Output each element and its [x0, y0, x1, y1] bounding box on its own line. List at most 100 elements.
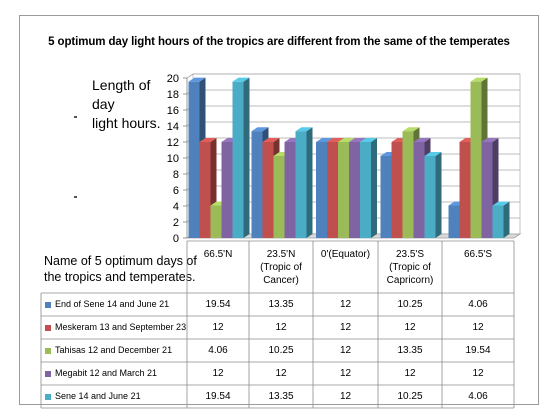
y-tick-label: 10 [167, 153, 179, 165]
bar-top [188, 77, 206, 82]
bar-top [251, 127, 269, 132]
legend-swatch [45, 394, 51, 400]
data-label: 12 [275, 368, 287, 379]
legend-swatch [45, 325, 51, 331]
legend-swatch [45, 371, 51, 377]
bar-top [338, 138, 355, 142]
bar [262, 142, 274, 238]
bar [470, 81, 482, 239]
bar-top [413, 138, 431, 142]
data-label: 19.54 [205, 391, 231, 402]
y-axis-label: Length of day light hours. [92, 76, 172, 133]
bar [221, 142, 233, 238]
bar-top [402, 127, 420, 132]
data-label: 10.25 [268, 345, 294, 356]
data-label: 12 [212, 368, 224, 379]
bar [188, 81, 200, 239]
bar [349, 142, 360, 238]
y-tick-label: 2 [173, 217, 179, 229]
bar [380, 156, 392, 238]
data-label: 10.25 [397, 391, 423, 402]
y-tick-label: 0 [173, 233, 179, 245]
legend-label: End of Sene 14 and June 21 [55, 299, 170, 309]
chart-frame [19, 15, 539, 405]
bar [481, 142, 493, 238]
data-label: 12 [275, 322, 287, 333]
data-label: 12 [339, 322, 352, 333]
legend-label: Megabit 12 and March 21 [55, 368, 158, 378]
y-tick-label: 14 [167, 121, 179, 133]
data-label: 12 [339, 345, 352, 356]
bar-top [327, 138, 344, 142]
bar-top [199, 138, 217, 142]
bar-side [503, 201, 510, 238]
bar [273, 156, 285, 238]
data-label: 4.06 [208, 345, 228, 356]
category-label: Cancer) [263, 275, 299, 286]
bar-top [262, 138, 280, 142]
bar [316, 142, 327, 238]
y-tick-label: 6 [173, 185, 179, 197]
data-label: 12 [339, 299, 352, 310]
category-label: 23.5'N [266, 249, 296, 260]
bar-top [481, 138, 499, 142]
y-tick-label: 20 [167, 73, 179, 85]
bar-top [360, 138, 377, 142]
bar [338, 142, 349, 238]
bar [295, 131, 307, 238]
bar-top [424, 152, 442, 156]
bar-top [316, 138, 333, 142]
category-label: 0'(Equator) [320, 249, 371, 260]
bar [284, 142, 296, 238]
data-label: 12 [212, 322, 224, 333]
data-label: 12 [339, 368, 352, 379]
data-label: 12 [472, 322, 484, 333]
y-tick-label: 12 [167, 137, 179, 149]
y-tick-label: 4 [173, 201, 179, 213]
category-label: (Tropic of [260, 262, 302, 273]
category-label: Capricorn) [386, 275, 434, 286]
data-label: 19.54 [205, 299, 231, 310]
data-label: 4.06 [468, 391, 488, 402]
bar-side [243, 77, 250, 239]
bar [391, 142, 403, 238]
category-label: (Tropic of [389, 262, 431, 273]
y-axis-label-line-1: Length of day [92, 77, 151, 112]
bar [448, 205, 460, 238]
bar-top [492, 201, 510, 206]
data-label: 4.06 [468, 299, 488, 310]
grid-side-line [186, 73, 194, 79]
data-label: 13.35 [268, 299, 294, 310]
y-axis-label-line-2: light hours. [92, 115, 161, 131]
bar-side [371, 138, 377, 238]
legend-swatch [45, 302, 51, 308]
legend-swatch [45, 348, 51, 354]
bar-side [435, 152, 442, 238]
bar [327, 142, 338, 238]
bar [492, 205, 504, 238]
table-label-line-1: Name of 5 optimum days of [44, 254, 197, 268]
data-label: 12 [404, 322, 416, 333]
y-tick-label: 18 [167, 89, 179, 101]
category-label: 66.5'N [203, 249, 233, 260]
y-tick-label: 16 [167, 105, 179, 117]
legend-label: Sene 14 and June 21 [55, 391, 141, 401]
bar-top [232, 77, 250, 82]
bar [199, 142, 211, 238]
bar [360, 142, 371, 238]
data-label: 12 [339, 391, 352, 402]
data-label: 10.25 [397, 299, 423, 310]
data-label: 13.35 [268, 391, 294, 402]
bar [424, 156, 436, 238]
bar [232, 81, 244, 239]
bar [210, 205, 222, 238]
bar-top [470, 77, 488, 82]
data-label: 13.35 [397, 345, 423, 356]
bar-side [306, 127, 313, 238]
table-label: Name of 5 optimum days of the tropics an… [44, 253, 204, 285]
data-label: 12 [472, 368, 484, 379]
data-label: 19.54 [465, 345, 491, 356]
bar [251, 131, 263, 238]
category-label: 23.5'S [395, 249, 425, 260]
